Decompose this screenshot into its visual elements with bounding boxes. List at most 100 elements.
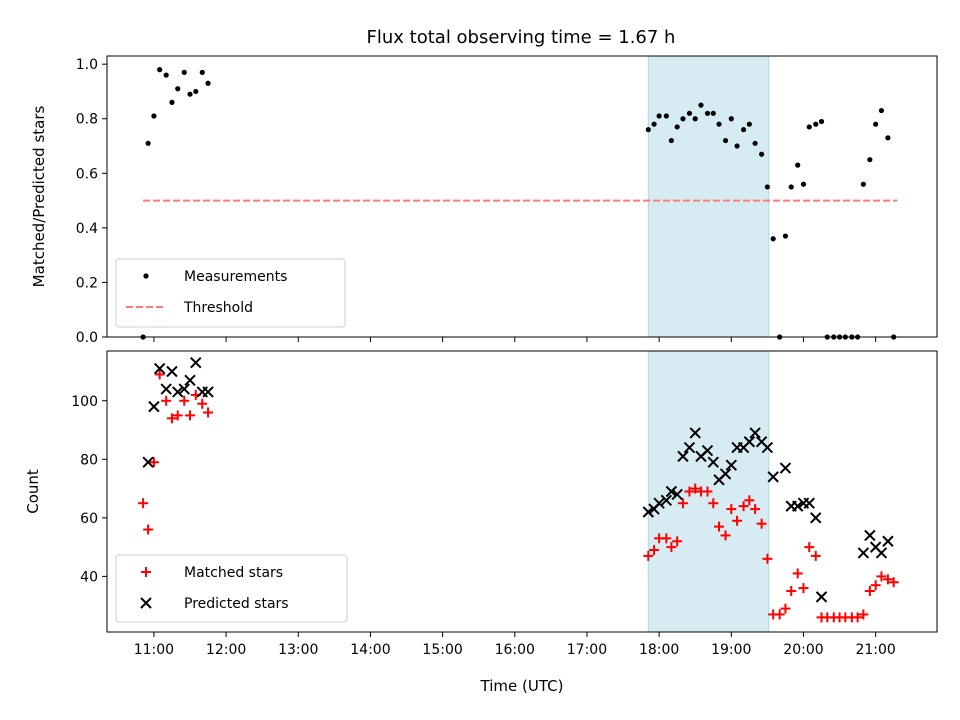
predicted-star-point — [882, 535, 894, 547]
predicted-star-point — [701, 444, 714, 457]
cross-stroke-b — [683, 441, 696, 454]
measurement-point — [734, 143, 740, 149]
matched-star-point — [876, 571, 887, 582]
top-axes-frame — [106, 55, 938, 338]
measurement-point — [806, 124, 812, 130]
cross-stroke-b — [779, 462, 792, 474]
x-axis-label: Time (UTC) — [480, 677, 564, 695]
bottom-y-axis-label: Count — [24, 469, 42, 514]
predicted-star-point — [190, 357, 202, 369]
matched-star-point — [143, 524, 154, 535]
measurement-point — [746, 121, 752, 127]
x-tick-label: 14:00 — [350, 642, 390, 658]
x-tick-label: 17:00 — [567, 642, 607, 658]
y-tick-label: 0.6 — [76, 166, 98, 182]
predicted-star-point — [665, 485, 678, 498]
matched-star-point — [203, 407, 214, 418]
cross-stroke-b — [743, 436, 756, 448]
predicted-star-point — [184, 374, 196, 386]
predicted-star-point — [660, 494, 673, 506]
legend-label: Predicted stars — [184, 596, 289, 612]
cross-stroke-b — [677, 450, 689, 463]
matched-star-point — [852, 612, 863, 623]
measurement-point — [782, 233, 789, 239]
cross-stroke-b — [642, 506, 655, 518]
cross-stroke-b — [653, 497, 665, 509]
predicted-star-point — [707, 456, 719, 468]
matched-star-point — [858, 609, 869, 620]
measurement-point — [645, 127, 651, 133]
measurement-point — [692, 116, 698, 122]
legend-label: Matched stars — [184, 565, 283, 581]
predicted-star-point — [857, 547, 870, 559]
cross-stroke-b — [803, 497, 815, 509]
measurement-point — [668, 137, 675, 144]
matched-star-point — [750, 504, 761, 515]
cross-stroke-b — [864, 529, 876, 542]
predicted-star-point — [148, 400, 160, 413]
cross-stroke-b — [857, 547, 870, 559]
legend-box — [115, 258, 346, 328]
measurement-point — [175, 86, 181, 92]
cross-stroke-b — [755, 436, 768, 448]
matched-star-point — [882, 574, 893, 585]
matched-star-point — [798, 583, 809, 594]
legend-label: Measurements — [184, 269, 287, 285]
measurement-point — [656, 113, 662, 119]
predicted-star-point — [803, 497, 815, 509]
measurement-point — [205, 80, 211, 86]
measurement-point — [800, 181, 807, 187]
matched-star-point — [154, 369, 165, 380]
cross-stroke-b — [671, 488, 683, 501]
legend-plus-marker — [141, 567, 151, 577]
cross-stroke-b — [701, 444, 714, 457]
cross-stroke-b — [725, 459, 738, 471]
y-tick-label: 100 — [71, 394, 98, 410]
measurement-point — [163, 72, 169, 78]
matched-star-point — [197, 398, 208, 409]
x-tick-label: 15:00 — [422, 642, 462, 658]
x-tick-label: 19:00 — [711, 642, 751, 658]
legend-dot-marker — [143, 273, 149, 279]
matched-star-point — [864, 586, 875, 597]
measurement-point — [759, 151, 765, 157]
measurement-point — [716, 121, 722, 127]
predicted-star-point — [166, 365, 178, 378]
matched-star-point — [684, 486, 695, 497]
bottom-axis-ticks: 11:00 12:00 13:00 14:00 15:00 16:00 17:00 18:00… — [71, 394, 896, 658]
measurement-point — [157, 67, 163, 73]
cross-stroke-b — [178, 383, 190, 395]
cross-stroke-b — [202, 386, 214, 398]
matched-star-point — [666, 542, 677, 553]
cross-stroke-b — [184, 374, 196, 386]
observing-span — [647, 55, 770, 338]
predicted-star-point — [810, 512, 822, 524]
legend-box — [115, 554, 348, 623]
measurement-point — [698, 102, 704, 108]
matched-star-point — [786, 586, 797, 597]
top-axis-ticks: 0.0 0.2 0.4 0.6 0.8 1.0 — [76, 57, 877, 346]
matched-star-point — [677, 498, 688, 509]
measurement-point — [710, 110, 716, 116]
y-tick-label: 0.0 — [76, 330, 98, 346]
predicted-star-point — [178, 383, 190, 395]
cross-stroke-b — [660, 494, 673, 506]
matched-star-point — [810, 550, 821, 561]
cross-stroke-b — [791, 500, 804, 512]
predicted-star-point — [864, 529, 876, 542]
measurement-point — [193, 88, 199, 95]
bottom-axes-frame — [106, 350, 938, 633]
predicted-star-point — [725, 459, 738, 471]
predicted-star-point — [653, 497, 665, 509]
predicted-star-point — [671, 488, 683, 501]
matched-star-point — [185, 410, 195, 421]
cross-stroke-b — [707, 456, 719, 468]
measurement-point — [873, 121, 879, 127]
measurement-point — [151, 113, 157, 119]
matched-star-point — [702, 486, 713, 497]
measurement-point — [169, 99, 175, 105]
measurement-point — [813, 121, 819, 127]
measurement-point — [686, 110, 693, 116]
cross-stroke-b — [810, 512, 822, 524]
